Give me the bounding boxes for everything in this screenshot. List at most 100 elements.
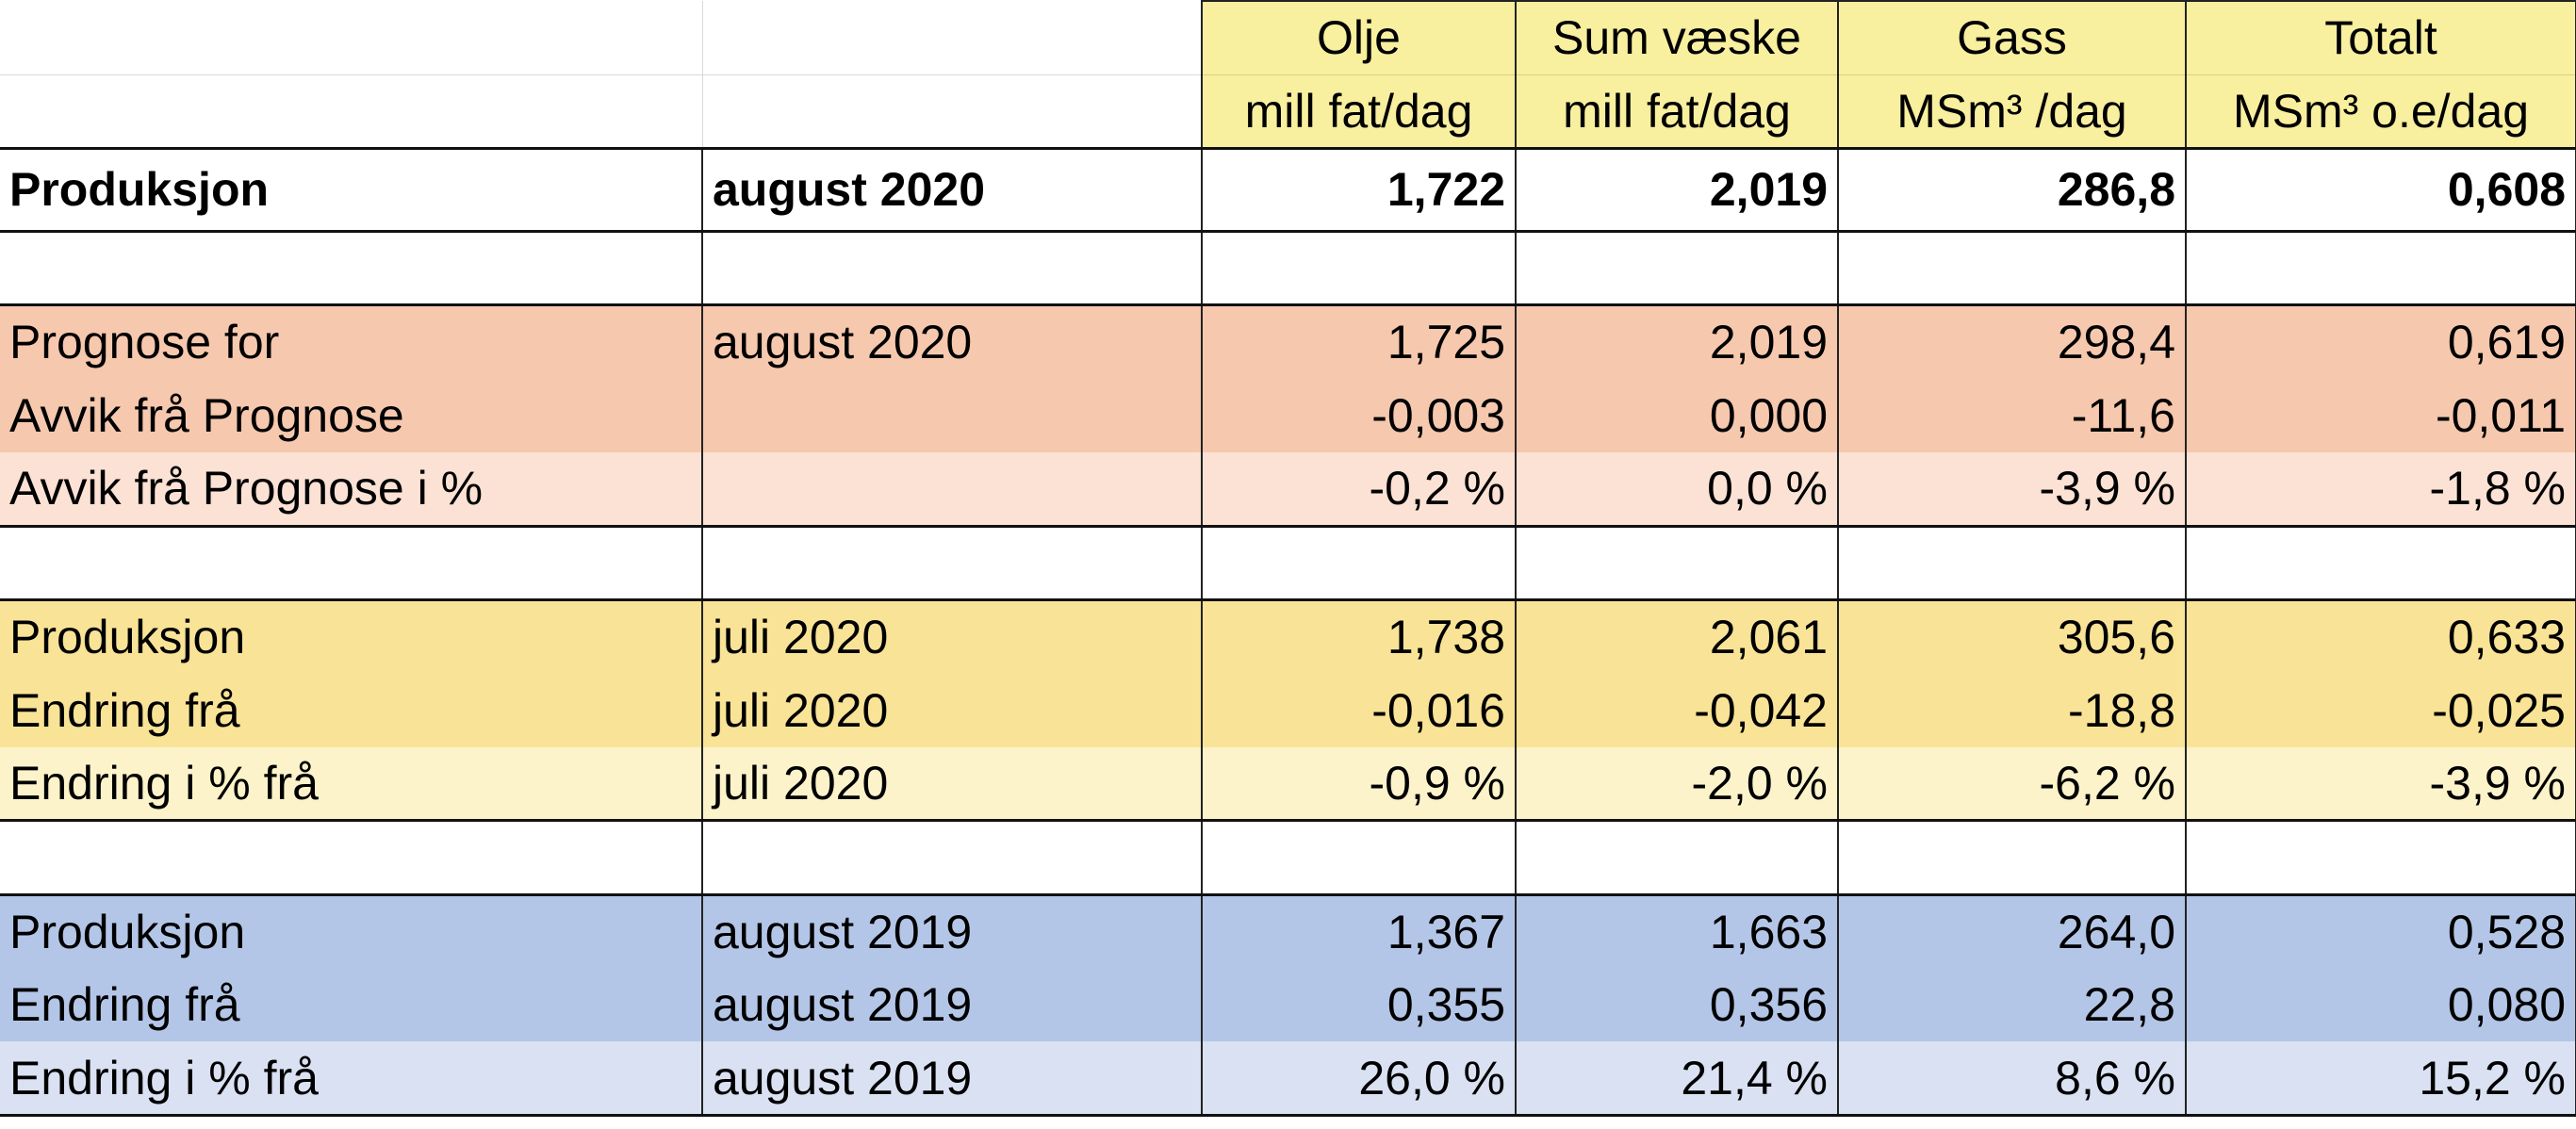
- forecast-row: Prognose for august 2020 1,725 2,019 298…: [0, 303, 2576, 379]
- prev-year-change-row: Endring frå august 2019 0,355 0,356 22,8…: [0, 968, 2576, 1042]
- value-gass: 264,0: [1837, 892, 2186, 969]
- spacer-row: [0, 229, 2576, 305]
- value-totalt: 0,619: [2185, 303, 2576, 379]
- blank-cell: [0, 819, 702, 895]
- blank-cell: [1515, 524, 1838, 600]
- value-olje: -0,2 %: [1201, 451, 1516, 527]
- blank-cell: [701, 74, 1202, 149]
- value-sum-vaeske: 0,356: [1515, 968, 1838, 1042]
- column-header-totalt: Totalt: [2185, 0, 2576, 75]
- value-gass: -3,9 %: [1837, 451, 2186, 527]
- value-totalt: 15,2 %: [2185, 1041, 2576, 1118]
- column-header-olje: Olje: [1201, 0, 1516, 75]
- blank-cell: [2185, 819, 2576, 895]
- blank-cell: [0, 1, 702, 74]
- blank-cell: [2185, 229, 2576, 305]
- value-sum-vaeske: 21,4 %: [1515, 1041, 1838, 1118]
- blank-cell: [0, 524, 702, 600]
- value-totalt: -0,011: [2185, 378, 2576, 452]
- row-period: juli 2020: [701, 746, 1202, 821]
- value-totalt: 0,633: [2185, 597, 2576, 674]
- value-sum-vaeske: -0,042: [1515, 673, 1838, 747]
- blank-cell: [701, 524, 1202, 600]
- blank-cell: [701, 229, 1202, 305]
- value-totalt: 0,080: [2185, 968, 2576, 1042]
- value-olje: 1,367: [1201, 892, 1516, 969]
- blank-cell: [1201, 229, 1516, 305]
- value-olje: 1,738: [1201, 597, 1516, 674]
- row-label: Endring frå: [0, 673, 702, 747]
- header-row-units: mill fat/dag mill fat/dag MSm³ /dag MSm³…: [0, 74, 2576, 149]
- value-gass: 286,8: [1837, 146, 2186, 232]
- spacer-row: [0, 524, 2576, 600]
- row-period: [701, 451, 1202, 527]
- blank-cell: [701, 819, 1202, 895]
- row-period: juli 2020: [701, 597, 1202, 674]
- value-totalt: -3,9 %: [2185, 746, 2576, 821]
- value-sum-vaeske: 1,663: [1515, 892, 1838, 969]
- forecast-deviation-row: Avvik frå Prognose -0,003 0,000 -11,6 -0…: [0, 378, 2576, 452]
- value-olje: 26,0 %: [1201, 1041, 1516, 1118]
- value-sum-vaeske: 2,061: [1515, 597, 1838, 674]
- blank-cell: [701, 1, 1202, 75]
- value-gass: 305,6: [1837, 597, 2186, 674]
- blank-cell: [1201, 524, 1516, 600]
- row-period: [701, 378, 1202, 452]
- value-gass: -18,8: [1837, 673, 2186, 747]
- row-label: Prognose for: [0, 303, 702, 379]
- value-gass: 22,8: [1837, 968, 2186, 1042]
- blank-cell: [0, 229, 702, 305]
- prev-month-change-percent-row: Endring i % frå juli 2020 -0,9 % -2,0 % …: [0, 746, 2576, 821]
- blank-cell: [2185, 524, 2576, 600]
- value-gass: 8,6 %: [1837, 1041, 2186, 1118]
- column-unit-olje: mill fat/dag: [1201, 74, 1516, 149]
- blank-cell: [1515, 819, 1838, 895]
- prev-year-change-percent-row: Endring i % frå august 2019 26,0 % 21,4 …: [0, 1041, 2576, 1118]
- value-olje: 1,722: [1201, 146, 1516, 232]
- row-period: august 2019: [701, 1041, 1202, 1118]
- column-header-sum-vaeske: Sum væske: [1515, 0, 1838, 75]
- header-row-names: Olje Sum væske Gass Totalt: [0, 0, 2576, 75]
- blank-cell: [1201, 819, 1516, 895]
- blank-cell: [1515, 229, 1838, 305]
- value-olje: -0,003: [1201, 378, 1516, 452]
- row-label: Produksjon: [0, 892, 702, 969]
- column-unit-sum-vaeske: mill fat/dag: [1515, 74, 1838, 149]
- row-label: Endring i % frå: [0, 746, 702, 821]
- value-olje: -0,016: [1201, 673, 1516, 747]
- value-olje: 1,725: [1201, 303, 1516, 379]
- row-period: august 2020: [701, 303, 1202, 379]
- value-sum-vaeske: -2,0 %: [1515, 746, 1838, 821]
- value-sum-vaeske: 2,019: [1515, 146, 1838, 232]
- prev-year-production-row: Produksjon august 2019 1,367 1,663 264,0…: [0, 892, 2576, 969]
- value-sum-vaeske: 0,0 %: [1515, 451, 1838, 527]
- prev-month-production-row: Produksjon juli 2020 1,738 2,061 305,6 0…: [0, 597, 2576, 674]
- value-gass: 298,4: [1837, 303, 2186, 379]
- blank-cell: [1837, 229, 2186, 305]
- row-period: august 2019: [701, 968, 1202, 1042]
- row-period: august 2019: [701, 892, 1202, 969]
- row-label: Endring frå: [0, 968, 702, 1042]
- value-totalt: 0,608: [2185, 146, 2576, 232]
- main-production-row: Produksjon august 2020 1,722 2,019 286,8…: [0, 146, 2576, 232]
- row-label: Produksjon: [0, 146, 702, 232]
- forecast-deviation-percent-row: Avvik frå Prognose i % -0,2 % 0,0 % -3,9…: [0, 451, 2576, 527]
- value-gass: -6,2 %: [1837, 746, 2186, 821]
- spacer-row: [0, 819, 2576, 895]
- value-sum-vaeske: 2,019: [1515, 303, 1838, 379]
- row-period: august 2020: [701, 146, 1202, 232]
- row-label: Endring i % frå: [0, 1041, 702, 1118]
- blank-cell: [1837, 524, 2186, 600]
- value-totalt: -1,8 %: [2185, 451, 2576, 527]
- row-period: juli 2020: [701, 673, 1202, 747]
- value-sum-vaeske: 0,000: [1515, 378, 1838, 452]
- row-label: Produksjon: [0, 597, 702, 674]
- row-label: Avvik frå Prognose i %: [0, 451, 702, 527]
- value-gass: -11,6: [1837, 378, 2186, 452]
- value-olje: -0,9 %: [1201, 746, 1516, 821]
- column-unit-totalt: MSm³ o.e/dag: [2185, 74, 2576, 149]
- column-unit-gass: MSm³ /dag: [1837, 74, 2186, 149]
- row-label: Avvik frå Prognose: [0, 378, 702, 452]
- prev-month-change-row: Endring frå juli 2020 -0,016 -0,042 -18,…: [0, 673, 2576, 747]
